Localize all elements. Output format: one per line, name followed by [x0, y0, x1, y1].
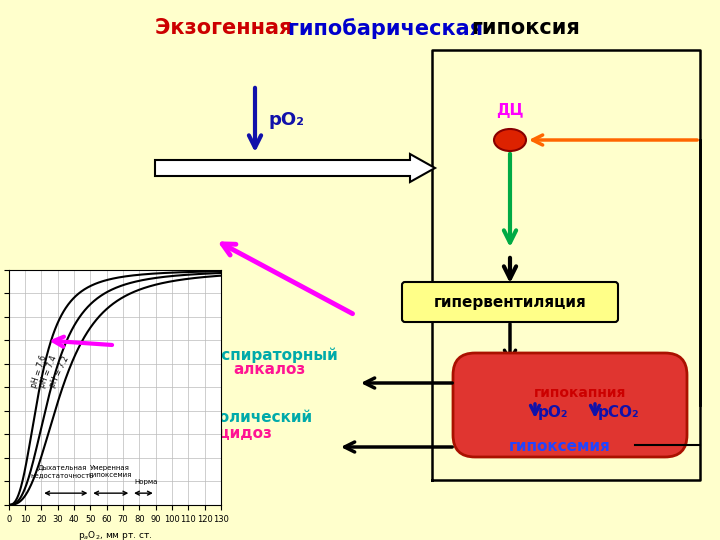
FancyBboxPatch shape [453, 353, 687, 457]
Text: pO₂: pO₂ [538, 406, 569, 421]
Ellipse shape [494, 129, 526, 151]
Text: pH = 7.4: pH = 7.4 [38, 355, 59, 389]
Text: pCO₂: pCO₂ [598, 406, 639, 421]
FancyBboxPatch shape [402, 282, 618, 322]
Text: гипоксемия: гипоксемия [509, 439, 611, 454]
Text: Норма: Норма [134, 479, 158, 485]
Text: гипервентиляция: гипервентиляция [433, 294, 586, 309]
Text: pO₂: pO₂ [268, 111, 304, 129]
X-axis label: p$_a$O$_2$, мм рт. ст.: p$_a$O$_2$, мм рт. ст. [78, 529, 152, 540]
Text: Дыхательная
недостаточность: Дыхательная недостаточность [31, 464, 94, 478]
Text: гипоксия: гипоксия [471, 18, 580, 38]
Text: респираторный: респираторный [201, 348, 339, 363]
FancyArrow shape [155, 154, 435, 182]
Text: гипокапния: гипокапния [534, 386, 626, 400]
Text: алкалоз: алкалоз [234, 362, 306, 377]
Text: pH = 7.6: pH = 7.6 [30, 354, 49, 389]
Text: метаболический: метаболический [167, 410, 313, 425]
Text: Экзогенная: Экзогенная [155, 18, 300, 38]
Text: ацидоз: ацидоз [208, 426, 272, 441]
Text: гипобарическая: гипобарическая [288, 18, 490, 39]
Text: pH = 7.2: pH = 7.2 [48, 355, 71, 389]
Text: Умеренная
гипоксемия: Умеренная гипоксемия [89, 465, 132, 478]
Text: ДЦ: ДЦ [496, 103, 523, 118]
